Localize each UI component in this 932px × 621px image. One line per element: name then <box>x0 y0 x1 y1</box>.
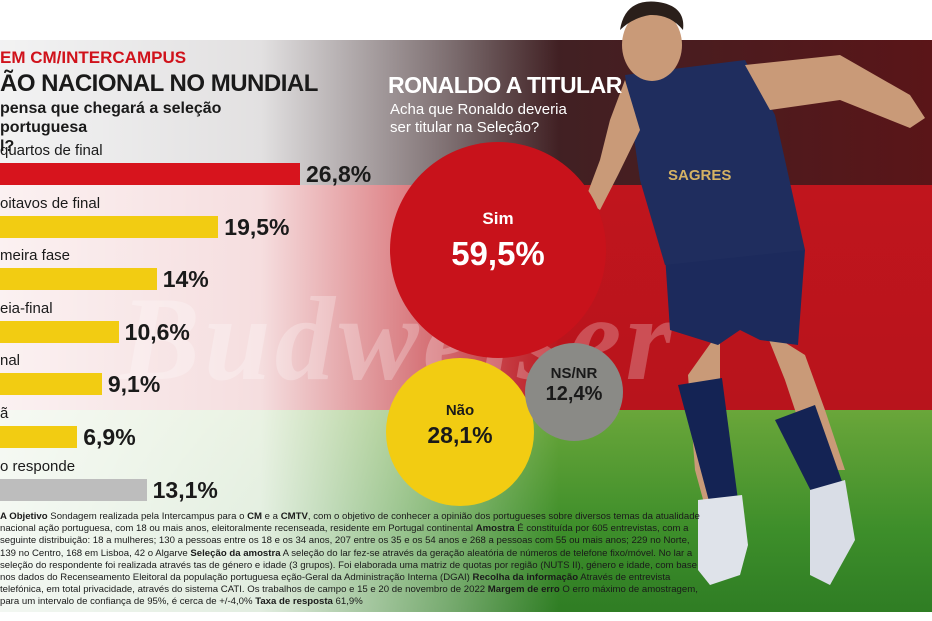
chart-title-ronaldo: RONALDO A TITULAR <box>388 72 622 98</box>
player-head <box>622 9 682 81</box>
methodology-footnote: A Objetivo Sondagem realizada pela Inter… <box>0 511 700 609</box>
footnote-heading: A Objetivo <box>0 511 48 522</box>
footnote-heading: Taxa de resposta <box>255 596 333 608</box>
footnote-heading: CM <box>247 511 263 522</box>
question-world-cup: pensa que chegará a seleção portuguesa l… <box>0 100 222 155</box>
footnote-text: 61,9% <box>332 596 363 608</box>
player-right-shoe <box>698 495 748 585</box>
player-right-arm <box>745 55 925 128</box>
bar-value-label: 6,9% <box>83 424 136 450</box>
bubble <box>524 342 624 442</box>
footnote-text: Sondagem realizada pela Intercampus para… <box>47 511 248 522</box>
bar <box>0 320 119 343</box>
player-left-sock <box>775 405 845 505</box>
bubble-value-label: 59,5% <box>451 235 545 273</box>
bar <box>0 163 300 185</box>
bar-label: nal <box>0 352 21 370</box>
bubble-value-label: 28,1% <box>427 421 493 448</box>
footnote-text: Através de entrevista telefónica, em tot… <box>0 572 671 596</box>
bar-value-label: 9,1% <box>107 371 161 398</box>
bar-label: ã <box>0 405 9 422</box>
bar-value-label: 10,6% <box>124 318 190 345</box>
player-shirt <box>625 60 805 265</box>
footnote-heading: CMTV <box>280 511 308 522</box>
player-left-arm <box>585 80 640 210</box>
bar-value-label: 19,5% <box>224 213 290 240</box>
player-figure: SAGRES <box>585 1 925 585</box>
bar <box>0 373 102 396</box>
bar-label: quartos de final <box>0 142 103 159</box>
player-hair <box>620 1 684 30</box>
bar <box>0 426 78 448</box>
bar-chart: quartos de final 26,8% oitavos de final 19,… <box>0 0 400 520</box>
bar <box>0 268 157 291</box>
footnote-text: O erro máximo de amostragem, para um int… <box>0 584 698 608</box>
bar-label: meira fase <box>0 247 71 265</box>
footnote-heading: Recolha da informação <box>472 572 579 584</box>
footnote-text: e a <box>262 511 281 522</box>
chart-title-world-cup: ÃO NACIONAL NO MUNDIAL <box>0 70 318 97</box>
bar-value-label: 26,8% <box>306 161 372 187</box>
bar-label: oitavos de final <box>0 194 101 212</box>
bar <box>0 478 147 501</box>
bar-value-label: 13,1% <box>152 476 218 503</box>
player-shorts <box>665 250 805 345</box>
footnote-heading: Amostra <box>475 523 515 535</box>
bar-label: eia-final <box>0 299 53 317</box>
footnote-text: É constituída por 605 entrevistas, com a… <box>0 523 690 559</box>
bubble <box>390 142 606 358</box>
footnote-text: A seleção do lar fez-se através da geraç… <box>0 547 698 584</box>
footnote-heading: Margem de erro <box>487 584 560 596</box>
bubble-category-label: Não <box>445 401 475 419</box>
player-sponsor: SAGRES <box>668 167 731 184</box>
bubble <box>385 357 535 507</box>
footnote-text: , com o objetivo de conhecer a opinião d… <box>0 511 700 535</box>
bubble-category-label: NS/NR <box>550 364 598 382</box>
bar-label: o responde <box>0 457 76 475</box>
player-right-sock <box>678 378 738 505</box>
bubble-value-label: 12,4% <box>545 383 603 405</box>
bar <box>0 215 219 238</box>
footnote-heading: Seleção da amostra <box>190 547 281 559</box>
bar-value-label: 14% <box>162 266 209 293</box>
survey-source: EM CM/INTERCAMPUS <box>0 48 187 67</box>
player-left-shoe <box>810 480 855 585</box>
question-ronaldo: Acha que Ronaldo deveria ser titular na … <box>390 101 567 136</box>
bubble-category-label: Sim <box>482 209 514 229</box>
